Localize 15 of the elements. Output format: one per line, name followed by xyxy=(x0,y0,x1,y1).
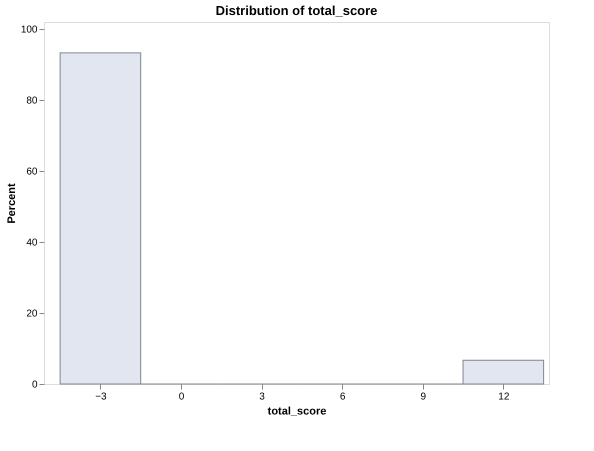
y-tick-label: 0 xyxy=(32,380,38,390)
x-tick-label: 12 xyxy=(498,392,510,402)
y-tick-label: 60 xyxy=(26,166,38,178)
x-tick-label: 9 xyxy=(420,392,426,402)
x-axis-title: total_score xyxy=(268,406,326,418)
y-tick-label: 100 xyxy=(20,24,38,36)
x-tick-label: 3 xyxy=(259,392,266,402)
y-axis-title: Percent xyxy=(6,182,18,224)
y-tick-label: 20 xyxy=(26,308,38,320)
y-tick-label: 40 xyxy=(26,238,38,249)
x-tick-label: 0 xyxy=(178,392,185,402)
x-tick-label: −3 xyxy=(95,392,108,402)
x-tick-label: 6 xyxy=(340,392,346,402)
y-tick-label: 80 xyxy=(26,96,38,107)
chart-title: Distribution of total_score xyxy=(216,3,378,18)
